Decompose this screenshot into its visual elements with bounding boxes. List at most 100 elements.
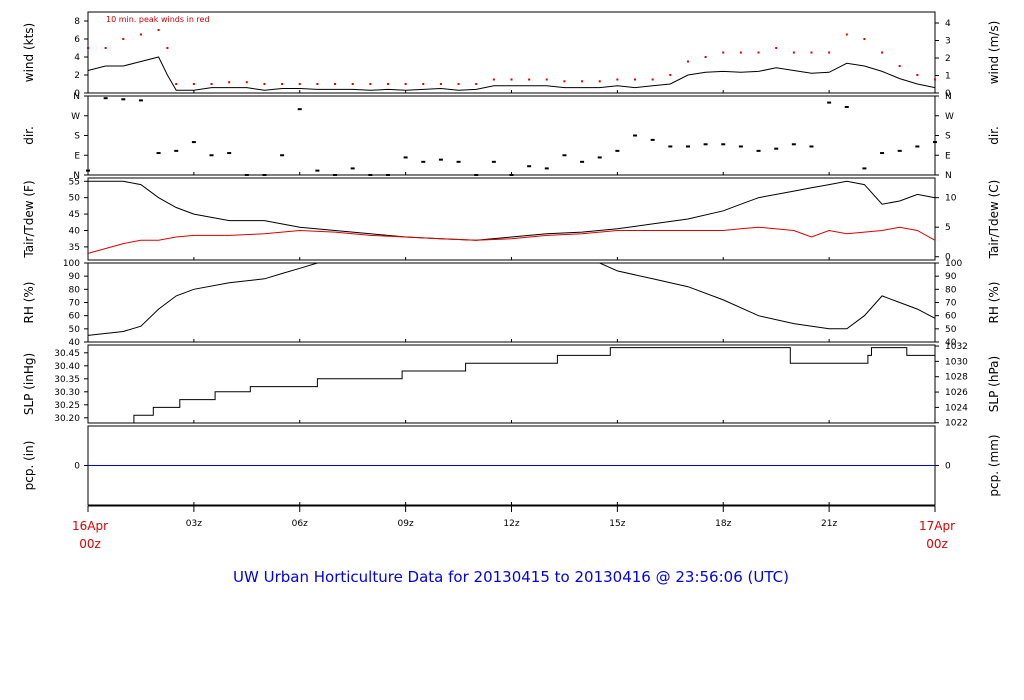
- series-line-rh-0: [87, 262, 936, 336]
- y-axis-label-left: SLP (inHg): [22, 353, 36, 415]
- peak-wind-point: [757, 51, 760, 54]
- direction-point: [703, 143, 708, 146]
- panel-frame: [87, 177, 936, 261]
- y-tick-label-left: 0: [74, 462, 80, 472]
- y-tick-label-left: 8: [74, 17, 80, 27]
- peak-wind-point: [616, 78, 619, 81]
- y-axis-label-right: Tair/Tdew (C): [987, 180, 1001, 260]
- direction-point: [333, 174, 338, 176]
- y-tick-label-right: 90: [945, 272, 957, 282]
- direction-point: [668, 145, 673, 148]
- y-tick-label-left: 30.30: [54, 388, 80, 398]
- x-tick-label: 18z: [715, 519, 731, 529]
- peak-wind-point: [704, 56, 707, 58]
- direction-point: [350, 167, 355, 170]
- direction-point: [580, 160, 585, 163]
- x-end-time-label: 00z: [926, 537, 948, 551]
- peak-wind-point: [492, 78, 495, 81]
- direction-point: [756, 149, 761, 152]
- y-tick-label-left: 70: [69, 299, 81, 309]
- x-tick-label: 03z: [186, 519, 202, 529]
- y-tick-label-left: 80: [69, 285, 81, 295]
- direction-point: [897, 149, 902, 152]
- y-tick-label-right: S: [945, 132, 951, 142]
- direction-point: [597, 156, 602, 159]
- y-tick-label-left: 35: [69, 243, 80, 253]
- peak-wind-point: [175, 83, 178, 85]
- peak-wind-point: [139, 33, 142, 36]
- peak-wind-point: [87, 47, 89, 49]
- peak-wind-point: [210, 83, 213, 85]
- y-tick-label-right: E: [945, 151, 951, 161]
- direction-point: [880, 152, 885, 155]
- series-line-temp-1: [87, 226, 936, 254]
- peak-wind-point: [563, 80, 566, 83]
- series-line-temp-0: [88, 180, 936, 241]
- direction-point: [809, 145, 814, 148]
- direction-point: [791, 143, 796, 146]
- panel-rh: RH (%) RH (%) 40 50 60 70 80 90 100 40 50 60 70 80 90 1…: [22, 259, 1001, 348]
- peak-wind-point: [166, 47, 169, 49]
- peak-wind-point: [298, 83, 301, 85]
- panel-temp: Tair/Tdew (F) Tair/Tdew (C) 35 40 45 50 55 0 5 10: [22, 177, 1001, 262]
- peak-wind-point: [316, 83, 319, 85]
- peak-wind-point: [422, 83, 425, 85]
- peak-wind-point: [810, 51, 813, 54]
- peak-wind-point: [510, 78, 513, 81]
- y-tick-label-right: 40: [945, 338, 957, 348]
- panel-slp: SLP (inHg) SLP (hPa) 30.20 30.25 30.30 30.35 3…: [22, 342, 1001, 429]
- y-tick-label-right: N: [945, 92, 952, 102]
- y-tick-label-left: 50: [69, 194, 81, 204]
- peak-wind-point: [439, 83, 442, 85]
- direction-point: [227, 152, 232, 155]
- y-tick-label-right: 0: [945, 89, 951, 99]
- y-tick-label-right: 1022: [945, 419, 968, 429]
- y-axis-label-right: SLP (hPa): [987, 356, 1001, 412]
- y-tick-label-left: 40: [69, 338, 81, 348]
- peak-wind-point: [263, 83, 266, 85]
- peak-wind-point: [528, 78, 531, 81]
- direction-point: [544, 167, 549, 170]
- peak-wind-point: [545, 78, 548, 81]
- y-tick-label-left: N: [73, 92, 80, 102]
- direction-point: [774, 147, 779, 150]
- direction-point: [403, 156, 408, 159]
- direction-point: [138, 99, 143, 102]
- y-tick-label-left: 6: [74, 35, 80, 45]
- peak-wind-point: [104, 47, 107, 49]
- peak-wind-point: [934, 78, 936, 81]
- y-tick-label-left: 50: [69, 325, 81, 335]
- panel-frame: [87, 262, 936, 343]
- direction-point: [827, 101, 832, 104]
- peak-wind-point: [475, 83, 478, 85]
- peak-wind-point: [863, 38, 866, 40]
- peak-wind-point: [334, 83, 337, 85]
- peak-wind-point: [157, 29, 160, 31]
- direction-point: [915, 145, 920, 148]
- peak-wind-point: [916, 74, 919, 76]
- y-tick-label-right: 0: [945, 253, 951, 263]
- panel-wind: wind (kts) wind (m/s) 0 2 4 6 8 0 1 2 3 4 10 min. pe…: [22, 11, 1001, 99]
- panel-frame: [87, 95, 936, 176]
- y-tick-label-right: 2: [945, 54, 951, 64]
- y-axis-label-left: wind (kts): [22, 23, 36, 82]
- y-tick-label-right: 60: [945, 312, 957, 322]
- peak-wind-point: [386, 83, 389, 85]
- peak-wind-point: [228, 81, 231, 84]
- direction-point: [562, 154, 567, 157]
- y-axis-label-left: pcp. (in): [22, 441, 36, 491]
- direction-point: [244, 174, 249, 176]
- y-tick-label-left: 60: [69, 312, 81, 322]
- peak-wind-point: [351, 83, 354, 85]
- direction-point: [262, 174, 267, 176]
- y-tick-label-right: 50: [945, 325, 957, 335]
- direction-point: [315, 169, 320, 172]
- y-tick-label-right: 4: [945, 19, 951, 29]
- y-axis-label-right: pcp. (mm): [987, 434, 1001, 496]
- y-tick-label-right: 70: [945, 299, 957, 309]
- y-tick-label-right: 0: [945, 462, 951, 472]
- y-tick-label-right: N: [945, 171, 952, 181]
